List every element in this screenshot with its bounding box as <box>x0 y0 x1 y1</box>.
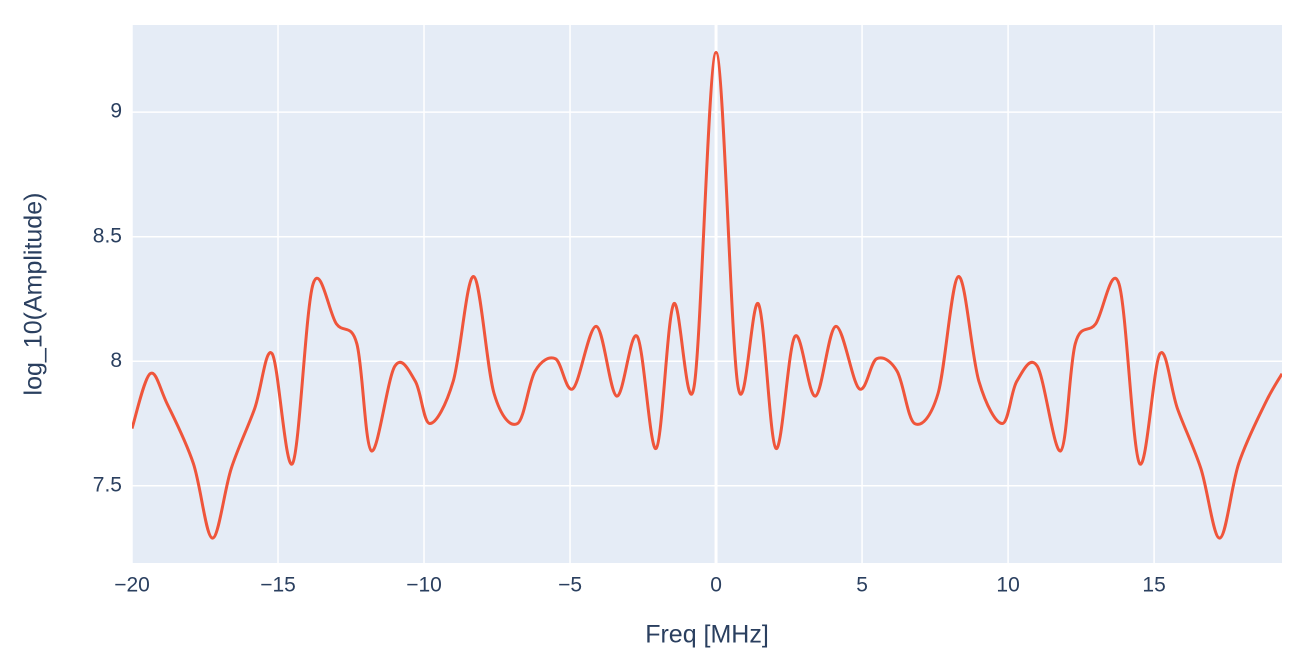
x-tick-label: −15 <box>260 574 296 597</box>
x-tick-label: 5 <box>856 574 868 597</box>
x-tick-label: 10 <box>996 574 1019 597</box>
y-tick-label: 7.5 <box>93 473 122 496</box>
y-tick-label: 8 <box>110 349 122 372</box>
x-tick-label: −10 <box>406 574 442 597</box>
line-series <box>132 50 1282 540</box>
x-axis-title: Freq [MHz] <box>645 621 769 649</box>
x-tick-label: −5 <box>558 574 582 597</box>
x-tick-label: −20 <box>114 574 150 597</box>
plot-area <box>132 25 1282 563</box>
x-tick-label: 15 <box>1142 574 1165 597</box>
x-tick-label: 0 <box>710 574 722 597</box>
y-tick-label: 8.5 <box>93 224 122 247</box>
y-axis-title: log_10(Amplitude) <box>20 193 48 396</box>
y-tick-label: 9 <box>110 100 122 123</box>
